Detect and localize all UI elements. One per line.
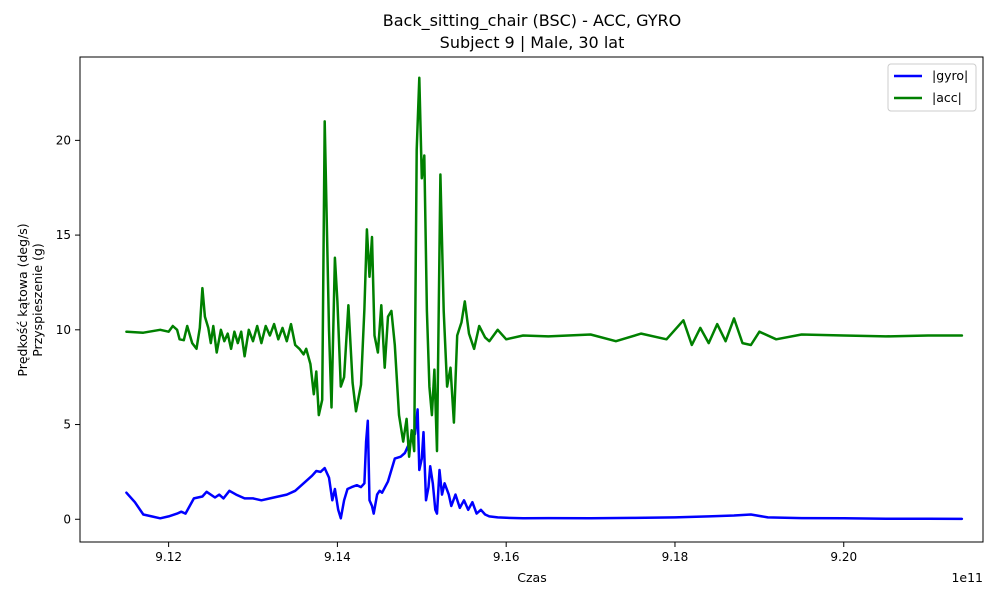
y-tick-label: 15	[56, 228, 71, 242]
legend-label-gyro: |gyro|	[932, 68, 968, 83]
x-tick-label: 9.12	[155, 550, 182, 564]
series-line-gyro	[125, 408, 964, 521]
y-tick-label: 10	[56, 323, 71, 337]
legend-label-acc: |acc|	[932, 90, 962, 105]
y-axis: 0 5 10 15 20	[56, 133, 80, 526]
chart-subtitle: Subject 9 | Male, 30 lat	[440, 33, 625, 52]
series-layer	[125, 76, 964, 521]
x-axis-offset-text: 1e11	[951, 570, 983, 585]
y-tick-label: 0	[63, 512, 71, 526]
x-tick-label: 9.16	[493, 550, 520, 564]
y-tick-label: 20	[56, 133, 71, 147]
series-line-acc	[125, 76, 964, 458]
y-axis-label-line-2: Przyspieszenie (g)	[30, 243, 45, 357]
x-tick-label: 9.20	[830, 550, 857, 564]
x-tick-label: 9.14	[324, 550, 351, 564]
x-axis-label: Czas	[517, 570, 546, 585]
y-axis-label-line-1: Prędkość kątowa (deg/s)	[15, 223, 30, 376]
plot-area	[79, 56, 984, 543]
y-tick-label: 5	[63, 418, 71, 432]
y-axis-label: Prędkość kątowa (deg/s) Przyspieszenie (…	[15, 223, 45, 376]
legend: |gyro| |acc|	[887, 63, 977, 112]
chart-title: Back_sitting_chair (BSC) - ACC, GYRO	[383, 11, 681, 31]
x-tick-label: 9.18	[662, 550, 689, 564]
x-axis: 9.12 9.14 9.16 9.18 9.20	[155, 542, 857, 564]
